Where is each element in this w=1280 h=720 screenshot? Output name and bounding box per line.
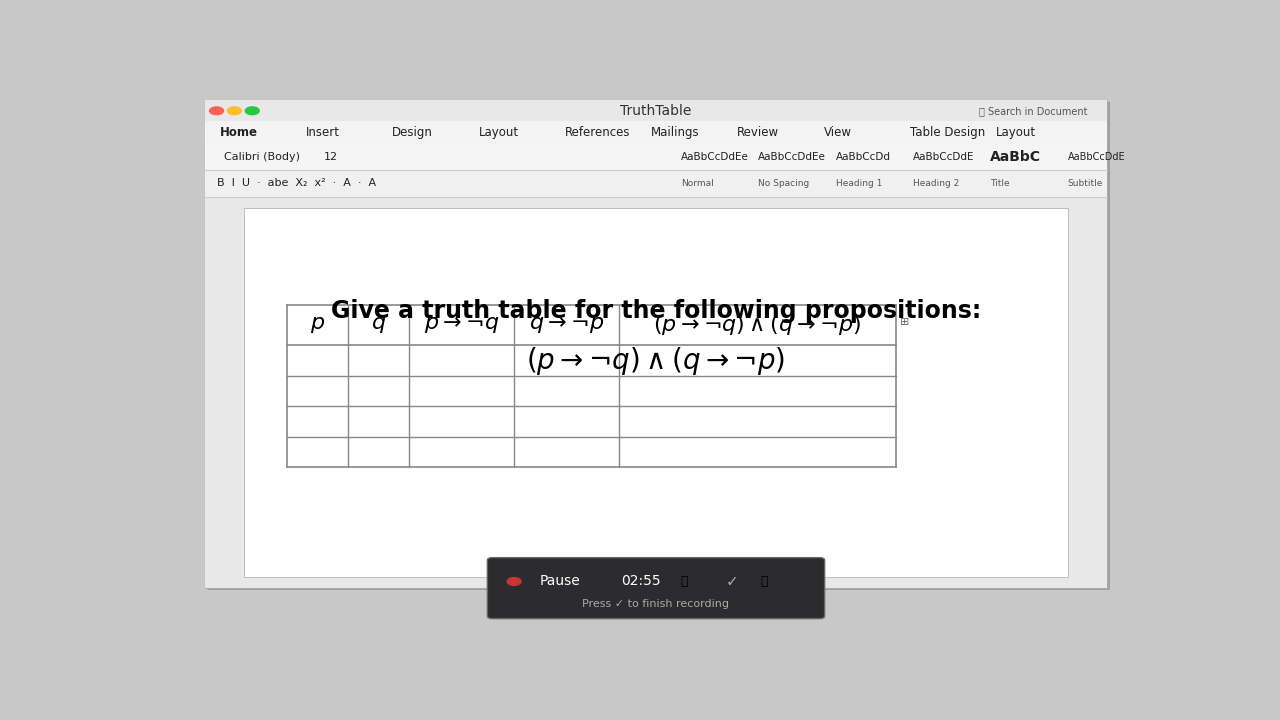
Text: AaBbCcDdEe: AaBbCcDdEe (758, 152, 826, 162)
Text: AaBbCcDdEe: AaBbCcDdEe (681, 152, 749, 162)
Text: Design: Design (392, 126, 433, 139)
Text: 02:55: 02:55 (621, 575, 660, 588)
Text: ⊞: ⊞ (900, 318, 909, 328)
Text: $(p \rightarrow \neg q)\wedge(q \rightarrow \neg p)$: $(p \rightarrow \neg q)\wedge(q \rightar… (526, 345, 786, 377)
Text: $p \rightarrow \neg q$: $p \rightarrow \neg q$ (424, 315, 499, 336)
Text: $q \rightarrow \neg p$: $q \rightarrow \neg p$ (529, 315, 604, 336)
Bar (205, 197, 1107, 588)
Circle shape (246, 107, 259, 114)
Text: AaBbCcDd: AaBbCcDd (836, 152, 891, 162)
Text: References: References (564, 126, 630, 139)
Circle shape (210, 107, 224, 114)
Text: 🎤: 🎤 (681, 575, 689, 588)
Text: 12: 12 (324, 152, 338, 162)
Circle shape (507, 577, 521, 585)
Text: Normal: Normal (681, 179, 713, 188)
Text: Heading 1: Heading 1 (836, 179, 882, 188)
Text: AaBbC: AaBbC (991, 150, 1042, 164)
Text: AaBbCcDdE: AaBbCcDdE (913, 152, 974, 162)
Text: Give a truth table for the following propositions:: Give a truth table for the following pro… (330, 300, 982, 323)
Text: B  I  U  ·  abe  X₂  x²  ·  A  ·  A: B I U · abe X₂ x² · A · A (216, 179, 375, 189)
Bar (244, 208, 1068, 577)
Text: Table Design: Table Design (910, 126, 986, 139)
Text: 🗑: 🗑 (760, 575, 768, 588)
Text: Layout: Layout (996, 126, 1037, 139)
Text: Heading 2: Heading 2 (913, 179, 959, 188)
Text: Review: Review (737, 126, 780, 139)
Bar (205, 170, 1107, 197)
Text: 🔍 Search in Document: 🔍 Search in Document (979, 106, 1088, 116)
Text: Subtitle: Subtitle (1068, 179, 1103, 188)
Text: Press ✓ to finish recording: Press ✓ to finish recording (582, 598, 730, 608)
Bar (207, 102, 1110, 590)
Circle shape (228, 107, 242, 114)
Bar (205, 122, 1107, 143)
Bar (205, 143, 1107, 170)
Text: Home: Home (220, 126, 257, 139)
Text: Title: Title (991, 179, 1010, 188)
Text: TruthTable: TruthTable (621, 104, 691, 118)
Bar (205, 100, 1107, 122)
Text: Layout: Layout (479, 126, 518, 139)
Text: View: View (823, 126, 851, 139)
Text: Calibri (Body): Calibri (Body) (224, 152, 301, 162)
Text: No Spacing: No Spacing (758, 179, 809, 188)
Text: $(p \rightarrow \neg q)\wedge(q \rightarrow \neg p)$: $(p \rightarrow \neg q)\wedge(q \rightar… (653, 313, 861, 338)
Text: $p$: $p$ (310, 315, 325, 336)
Text: Pause: Pause (540, 575, 581, 588)
Text: $q$: $q$ (371, 315, 387, 336)
Text: AaBbCcDdE: AaBbCcDdE (1068, 152, 1125, 162)
Text: ✓: ✓ (726, 574, 739, 589)
Text: Insert: Insert (306, 126, 339, 139)
FancyBboxPatch shape (488, 557, 824, 618)
Text: Mailings: Mailings (652, 126, 700, 139)
Bar (205, 100, 1107, 588)
